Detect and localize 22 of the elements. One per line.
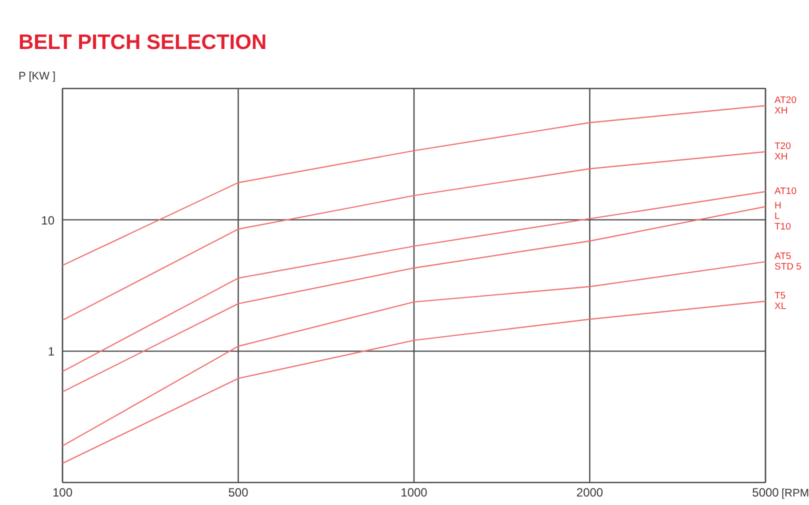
line-series: [62, 151, 766, 321]
series-label: T5 XL: [774, 290, 786, 312]
series-label: AT20 XH: [774, 94, 797, 116]
series-label: AT10: [774, 186, 797, 198]
y-tick-label: 10: [41, 213, 55, 228]
series-label: H L T10: [774, 200, 791, 233]
line-series: [62, 191, 766, 372]
line-series: [62, 206, 766, 392]
x-tick-label: 500: [228, 486, 249, 500]
x-axis-title: [RPM: [782, 488, 809, 500]
chart-title: BELT PITCH SELECTION: [18, 31, 267, 54]
x-tick-label: 100: [52, 486, 73, 500]
line-series: [62, 261, 766, 446]
line-series: [62, 105, 766, 266]
series-label: AT5 STD 5: [774, 250, 802, 272]
x-tick-label: 1000: [400, 486, 428, 500]
series-label: T20 XH: [774, 140, 791, 162]
y-tick-label: 1: [48, 344, 55, 359]
x-tick-label: 5000: [752, 486, 780, 500]
y-axis-title: P [KW ]: [18, 70, 56, 82]
line-series: [62, 300, 766, 464]
x-tick-label: 2000: [576, 486, 604, 500]
